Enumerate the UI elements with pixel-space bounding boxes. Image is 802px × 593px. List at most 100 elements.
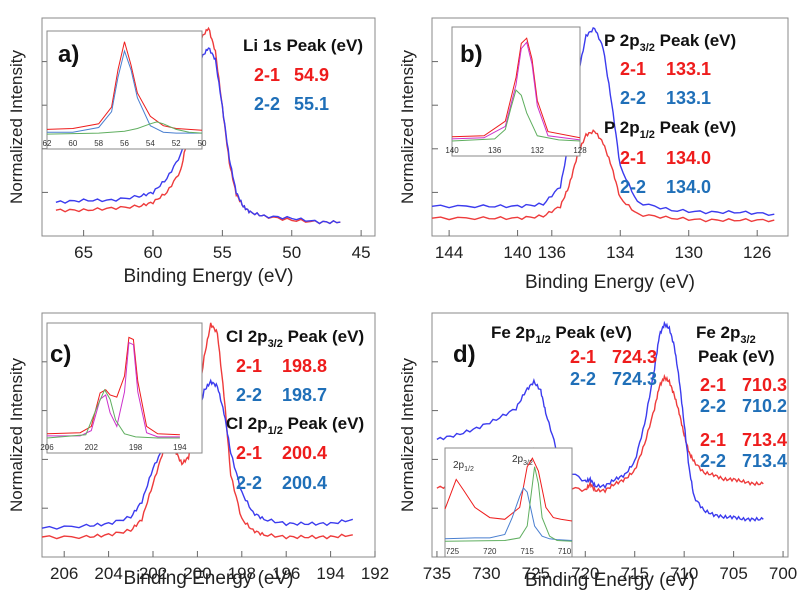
inset-tick-label: 52 — [172, 139, 181, 148]
sample-label: 2-1 — [570, 347, 596, 367]
inset-series — [47, 341, 180, 438]
series-line-2-1 — [41, 322, 353, 540]
inset-tick-label: 132 — [531, 146, 545, 155]
x-tick-label: 730 — [472, 564, 500, 583]
peak-title: Fe 2p1/2 Peak (eV) — [491, 323, 632, 346]
peak-value: 133.1 — [666, 59, 711, 79]
sample-label: 2-2 — [254, 94, 280, 114]
inset-tick-label: 725 — [446, 547, 460, 556]
inset-series — [444, 457, 573, 522]
x-tick-label: 715 — [621, 564, 649, 583]
x-axis-label: Binding Energy (eV) — [525, 272, 695, 293]
peak-title: Fe 2p3/2 — [696, 323, 756, 346]
panel-b: 144 140 136 134 130 126 Binding Energy (eV) Nor… — [398, 17, 789, 293]
inset-tick-label: 720 — [483, 547, 497, 556]
x-tick-label: 126 — [743, 243, 771, 262]
inset-tick-label: 710 — [558, 547, 572, 556]
x-tick-label: 705 — [719, 564, 747, 583]
sample-label: 2-2 — [700, 396, 726, 416]
x-tick-label: 60 — [144, 243, 163, 262]
inset-series — [46, 336, 180, 436]
inset-label-2p32: 2p3/2 — [512, 454, 533, 467]
peak-value: 724.3 — [612, 347, 657, 367]
series-line-2-2 — [431, 26, 775, 217]
inset-tick-label: 136 — [488, 146, 502, 155]
series-line-2-2 — [55, 47, 341, 225]
x-axis-label: Binding Energy (eV) — [123, 568, 293, 589]
x-tick-label: 134 — [606, 243, 634, 262]
plot-frame — [41, 17, 376, 237]
sample-label: 2-1 — [236, 356, 262, 376]
peak-title: P 2p1/2 Peak (eV) — [604, 118, 736, 141]
sample-label: 2-1 — [254, 65, 280, 85]
inset-series — [451, 89, 581, 142]
x-tick-label: 710 — [670, 564, 698, 583]
x-tick-label: 198 — [228, 564, 256, 583]
x-tick-label: 140 — [503, 243, 531, 262]
x-tick-label: 720 — [571, 564, 599, 583]
inset-frame — [46, 322, 203, 454]
series-line-2-2 — [41, 378, 354, 530]
peak-value: 198.8 — [282, 356, 327, 376]
peak-value: 200.4 — [282, 473, 327, 493]
panel-d: 735 730 725 720 715 710 705 700 Binding Energy (… — [398, 312, 797, 591]
sample-label: 2-2 — [620, 177, 646, 197]
x-tick-label: 200 — [183, 564, 211, 583]
inset-plot: 140 136 132 128 — [445, 26, 587, 157]
x-tick-label: 202 — [139, 564, 167, 583]
series-line-2-2 — [436, 320, 764, 523]
inset-tick-label: 206 — [40, 443, 54, 452]
inset-plot: 725 720 715 710 2p1/2 2p3/2 — [444, 447, 573, 558]
inset-tick-label: 62 — [43, 139, 52, 148]
annotations: Li 1s Peak (eV) 2-1 54.9 2-2 55.1 P 2p3/2 Pea… — [226, 31, 787, 493]
inset-series — [46, 121, 203, 135]
peak-title: P 2p3/2 Peak (eV) — [604, 31, 736, 54]
plot-frame — [431, 17, 789, 237]
peak-value: 713.4 — [742, 451, 787, 471]
x-tick-label: 194 — [316, 564, 344, 583]
peak-value: 724.3 — [612, 369, 657, 389]
inset-tick-label: 194 — [173, 443, 187, 452]
peak-value: 200.4 — [282, 443, 327, 463]
plot-frame — [41, 312, 376, 558]
peak-value: 710.3 — [742, 375, 787, 395]
inset-tick-label: 58 — [94, 139, 103, 148]
peak-value: 134.0 — [666, 148, 711, 168]
inset-tick-label: 56 — [120, 139, 129, 148]
x-tick-label: 144 — [435, 243, 463, 262]
panel-a: 65 60 55 50 45 Binding Energy (eV) Normalized … — [7, 17, 376, 287]
inset-series — [451, 41, 581, 141]
peak-value: 710.2 — [742, 396, 787, 416]
sample-label: 2-2 — [570, 369, 596, 389]
panel-c: 206 204 202 200 198 196 194 192 Binding Energy (… — [7, 312, 389, 589]
inset-series — [47, 49, 202, 134]
x-tick-label: 45 — [352, 243, 371, 262]
x-tick-label: 130 — [675, 243, 703, 262]
series-line-2-1 — [431, 129, 775, 223]
panel-label: a) — [58, 41, 79, 68]
peak-value: 55.1 — [294, 94, 329, 114]
sample-label: 2-2 — [236, 473, 262, 493]
peak-title: Cl 2p1/2 Peak (eV) — [226, 414, 364, 437]
peak-title-line2: Peak (eV) — [698, 347, 775, 366]
inset-tick-label: 198 — [129, 443, 143, 452]
inset-tick-label: 54 — [146, 139, 155, 148]
panel-label: b) — [460, 41, 483, 68]
x-tick-label: 136 — [538, 243, 566, 262]
plot-frame — [431, 312, 789, 558]
x-tick-label: 55 — [213, 243, 232, 262]
sample-label: 2-2 — [700, 451, 726, 471]
y-axis-label: Normalized Intensity — [7, 358, 26, 513]
inset-series — [46, 41, 203, 131]
x-tick-label: 196 — [272, 564, 300, 583]
inset-series — [46, 388, 180, 439]
x-axis-label: Binding Energy (eV) — [525, 570, 695, 591]
sample-label: 2-1 — [700, 375, 726, 395]
x-axis-label: Binding Energy (eV) — [123, 266, 293, 287]
x-tick-label: 50 — [282, 243, 301, 262]
x-tick-label: 735 — [423, 564, 451, 583]
peak-title: Cl 2p3/2 Peak (eV) — [226, 327, 364, 350]
inset-tick-label: 715 — [520, 547, 534, 556]
peak-value: 54.9 — [294, 65, 329, 85]
